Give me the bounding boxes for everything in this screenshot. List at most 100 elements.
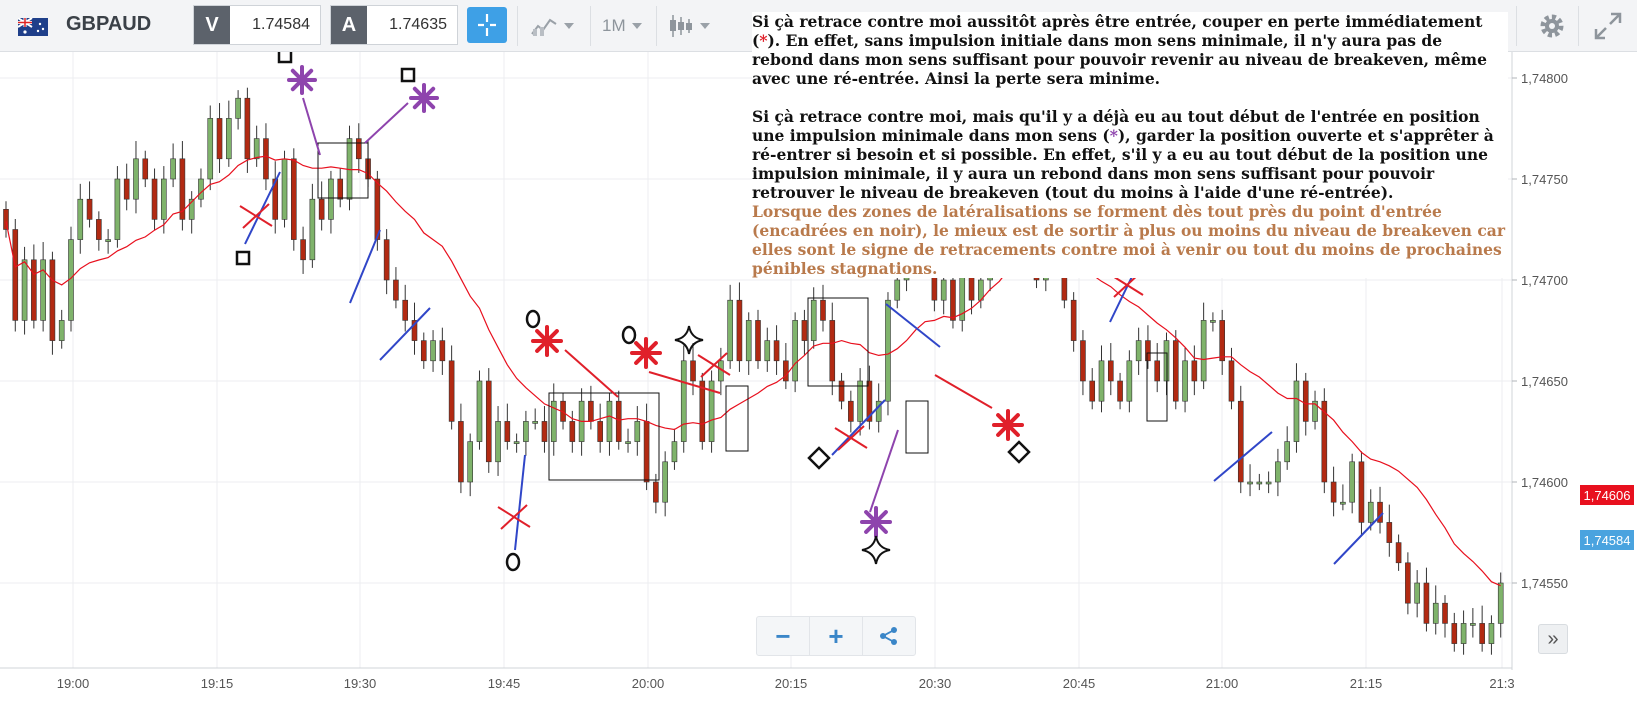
candle-body — [133, 158, 139, 200]
candle-body — [950, 279, 956, 321]
x-tick-label: 21:3 — [1489, 676, 1514, 691]
candle-body — [1182, 360, 1188, 402]
timeframe-button[interactable]: 1M — [602, 12, 642, 40]
candle-body — [1145, 340, 1151, 362]
candle-body — [1117, 380, 1123, 402]
candle-body — [643, 421, 650, 483]
timeframe-dropdown-icon — [631, 23, 642, 29]
candle-body — [495, 421, 501, 463]
candle-body — [207, 118, 214, 180]
candle-body — [829, 320, 836, 382]
crosshair-icon — [478, 14, 496, 36]
blue-line — [244, 171, 281, 245]
symbol-label[interactable]: GBPAUD — [66, 13, 152, 35]
candle-body — [253, 138, 260, 160]
ask-tag: A — [331, 6, 367, 44]
candle-body — [1191, 360, 1198, 382]
candle-body — [1377, 501, 1383, 523]
price-chart[interactable]: 1,74800 1,74750 1,74700 1,74650 1,74600 1,745… — [0, 52, 1637, 728]
candle-body — [1275, 461, 1281, 483]
gear-icon[interactable] — [1536, 10, 1568, 42]
candle-body — [820, 299, 826, 321]
candle-body — [875, 400, 882, 422]
candle-body — [179, 158, 186, 220]
candle-body — [940, 279, 947, 301]
candle-body — [226, 118, 232, 160]
candle-body — [1470, 623, 1476, 626]
candle-body — [1405, 562, 1411, 604]
candle-body — [467, 441, 473, 483]
candle-body — [411, 320, 418, 341]
candle-body — [58, 320, 65, 341]
blue-line — [1333, 512, 1384, 565]
candle-body — [151, 178, 158, 220]
candle-body — [894, 279, 901, 301]
ask-value: 1.74635 — [389, 16, 447, 33]
candle-body — [458, 421, 464, 483]
candle-body — [374, 178, 381, 240]
candle-body — [1312, 400, 1318, 422]
candle-body — [810, 299, 817, 341]
x-tick-label: 19:15 — [201, 676, 234, 691]
candle-body — [699, 380, 706, 442]
candle-body — [550, 400, 557, 442]
x-tick-label: 20:15 — [775, 676, 808, 691]
candle-body — [21, 259, 28, 321]
candle-body — [1423, 582, 1430, 624]
candle-body — [420, 340, 427, 362]
candlestick-button[interactable] — [668, 12, 710, 40]
chevron-down-icon — [564, 23, 574, 29]
candle-body — [355, 138, 362, 160]
candle-body — [764, 340, 771, 362]
expand-icon[interactable] — [1592, 10, 1624, 42]
candle-body — [1395, 542, 1402, 564]
red-cross — [837, 425, 865, 451]
blue-line — [379, 307, 431, 361]
asterisk-mark — [996, 413, 1020, 437]
bid-quote[interactable]: V 1.74584 — [193, 5, 321, 45]
share-button[interactable] — [863, 617, 915, 655]
purple-line — [364, 102, 409, 144]
candle-body — [1386, 522, 1393, 543]
zoom-in-button[interactable]: + — [810, 617, 863, 655]
red-line — [934, 374, 993, 409]
chart-type-icon — [531, 18, 557, 36]
candle-body — [1442, 602, 1448, 624]
consolidation-box — [905, 400, 929, 454]
candle-body — [504, 421, 511, 442]
blue-line — [885, 303, 941, 348]
ask-quote[interactable]: A 1.74635 — [330, 5, 458, 45]
y-tick-label: 1,74550 — [1521, 576, 1568, 591]
candle-body — [281, 158, 288, 220]
candle-body — [1237, 400, 1244, 483]
red-cross — [242, 203, 270, 229]
candle-body — [244, 97, 251, 160]
candle-body — [1367, 501, 1374, 523]
candle-body — [1340, 501, 1346, 505]
candle-body — [114, 178, 121, 240]
candle-body — [1070, 299, 1077, 341]
square-mark — [277, 52, 293, 64]
candle-body — [31, 259, 37, 321]
candle-body — [3, 209, 9, 230]
candle-body — [476, 380, 483, 442]
red-line — [648, 371, 721, 394]
crosshair-button[interactable] — [467, 7, 507, 43]
scroll-right-button[interactable]: » — [1538, 624, 1568, 654]
candle-body — [736, 299, 743, 362]
chart-type-button[interactable] — [530, 12, 574, 40]
candle-body — [1479, 623, 1485, 644]
candle-body — [1358, 461, 1365, 523]
x-tick-label: 19:00 — [57, 676, 90, 691]
zoom-out-button[interactable]: − — [757, 617, 810, 655]
candle-body — [318, 198, 325, 220]
bid-value: 1.74584 — [252, 16, 310, 33]
moving-average — [5, 155, 1501, 587]
candle-body — [393, 279, 399, 301]
diamond-mark — [807, 446, 831, 470]
candle-body — [430, 340, 436, 362]
candle-body — [1460, 623, 1467, 644]
annotation-paragraph-3: Lorsque des zones de latéralisations se … — [752, 202, 1505, 278]
y-tick-label: 1,74600 — [1521, 475, 1568, 490]
candle-body — [1414, 582, 1420, 604]
